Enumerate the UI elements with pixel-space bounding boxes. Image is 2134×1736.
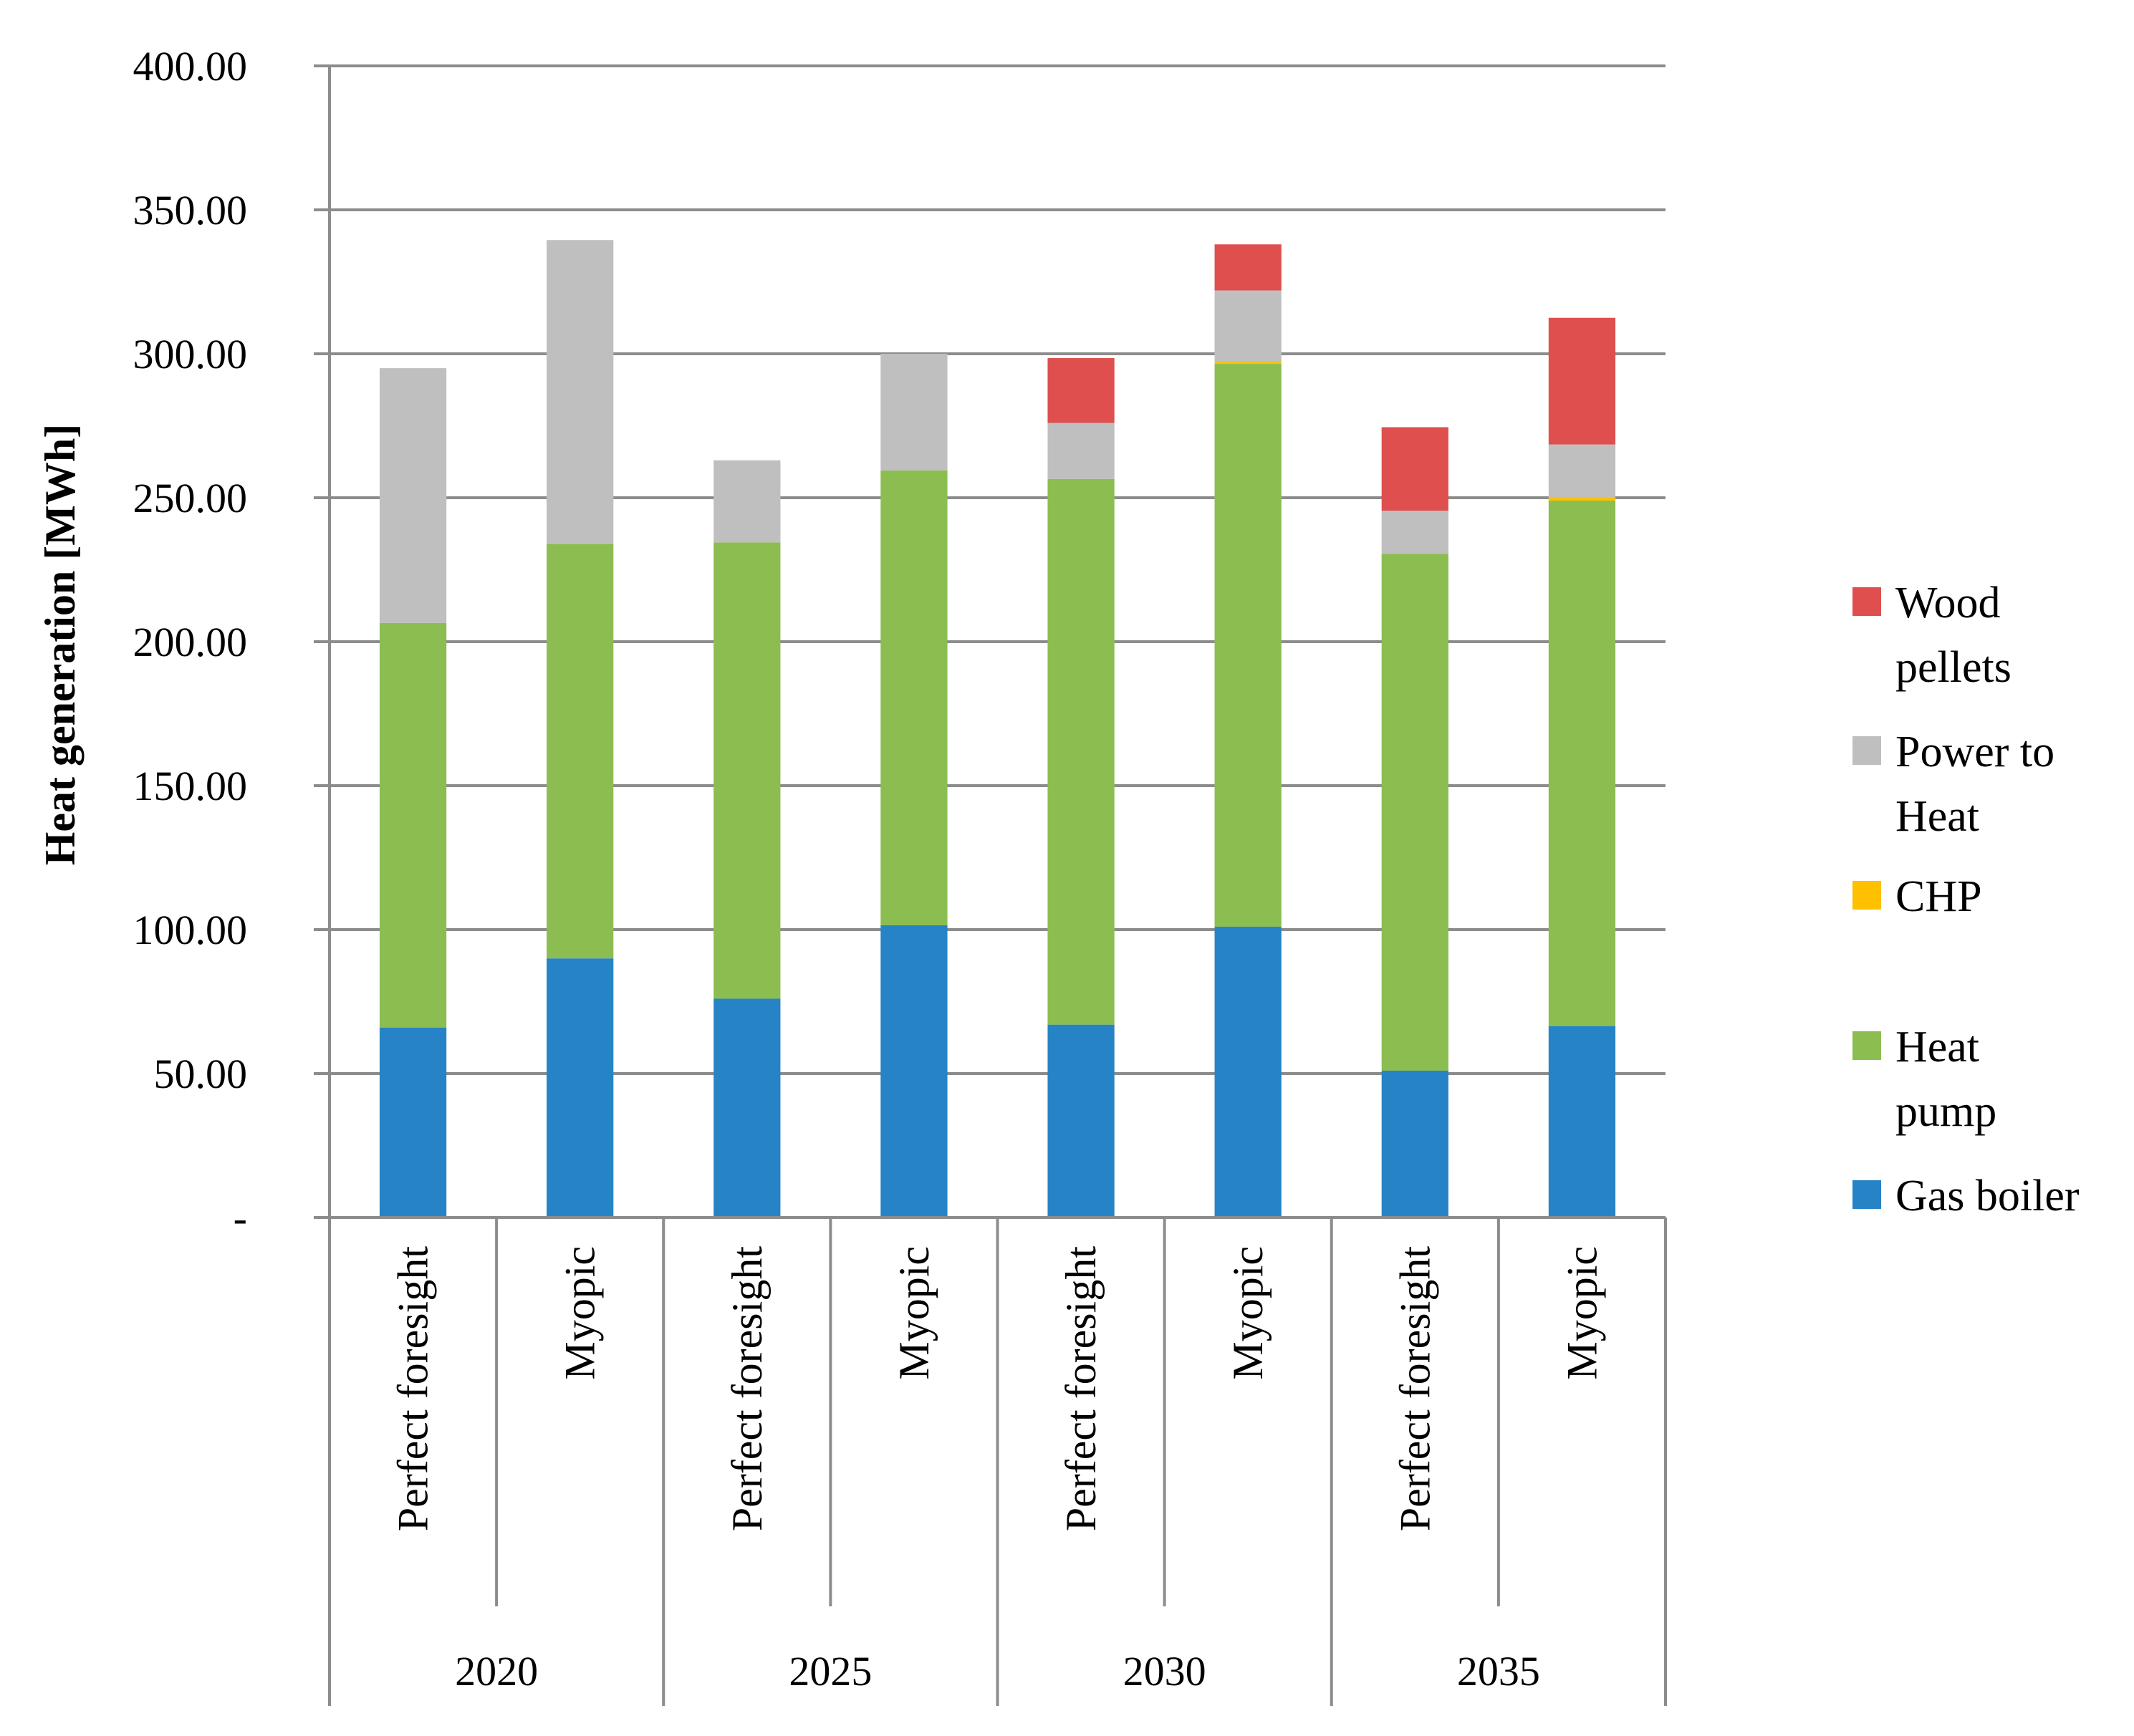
bar-segment-chp <box>1548 498 1616 501</box>
y-tick-label: 50.00 <box>154 1051 248 1097</box>
x-category-label: Perfect foresight <box>1391 1246 1438 1532</box>
x-group-label: 2025 <box>789 1648 872 1694</box>
bar-segment-wood-pellets <box>1047 358 1115 423</box>
bar-segment-power-to-heat <box>1047 423 1115 479</box>
x-category-label: Myopic <box>1224 1246 1272 1380</box>
bar-segment-power-to-heat <box>547 240 614 544</box>
bar-segment-wood-pellets <box>1548 317 1616 445</box>
bar-segment-power-to-heat <box>1214 290 1282 362</box>
bar-segment-gas-boiler <box>1047 1024 1115 1217</box>
bar-segment-gas-boiler <box>379 1027 447 1217</box>
legend-label: Gas boiler <box>1895 1172 2080 1220</box>
y-tick-label: 200.00 <box>133 619 248 665</box>
y-axis-title: Heat generation [MWh] <box>37 424 84 866</box>
y-tick-label: 150.00 <box>133 763 248 809</box>
legend-label: Power to <box>1895 728 2054 776</box>
legend-swatch <box>1852 587 1881 616</box>
x-category-label: Perfect foresight <box>1057 1246 1105 1532</box>
bar-segment-heat-pump <box>713 542 781 999</box>
bar-segment-gas-boiler <box>1548 1026 1616 1217</box>
x-category-label: Perfect foresight <box>390 1246 437 1532</box>
bar-segment-heat-pump <box>1214 364 1282 927</box>
bar-segment-heat-pump <box>547 544 614 959</box>
legend-label: Heat <box>1895 1023 1979 1071</box>
bar-segment-power-to-heat <box>1381 511 1448 554</box>
bar-segment-wood-pellets <box>1214 244 1282 291</box>
x-category-labels: Perfect foresight Myopic Perfect foresight… <box>390 1246 1606 1694</box>
bar-segment-power-to-heat <box>1548 444 1616 498</box>
bar-segment-gas-boiler <box>1381 1070 1448 1217</box>
legend-label: Heat <box>1895 792 1979 841</box>
bar-segment-heat-pump <box>1381 554 1448 1071</box>
gridlines <box>314 64 1666 1219</box>
bar-segment-gas-boiler <box>1214 926 1282 1217</box>
x-category-label: Myopic <box>557 1246 604 1380</box>
legend-swatch <box>1852 1031 1881 1060</box>
bar-segment-power-to-heat <box>880 354 948 471</box>
y-tick-label: 400.00 <box>133 43 248 90</box>
bar-segment-heat-pump <box>379 622 447 1028</box>
x-category-label: Perfect foresight <box>724 1246 771 1532</box>
y-tick-label: 300.00 <box>133 331 248 377</box>
axes <box>314 66 1667 1706</box>
bar-segment-gas-boiler <box>713 998 781 1217</box>
x-group-label: 2020 <box>455 1648 538 1694</box>
bar-segment-heat-pump <box>1548 501 1616 1026</box>
y-tick-label: 100.00 <box>133 907 248 953</box>
y-tick-label: 350.00 <box>133 187 248 233</box>
bar-segment-gas-boiler <box>880 925 948 1217</box>
legend-label: CHP <box>1895 872 1982 921</box>
legend-label: pump <box>1895 1087 1996 1136</box>
bar-segment-heat-pump <box>880 470 948 925</box>
bar-segment-power-to-heat <box>379 368 447 623</box>
bar-segment-chp <box>1214 361 1282 365</box>
y-tick-labels: - 50.00 100.00 150.00 200.00 250.00 300.00 350.… <box>133 43 248 1241</box>
bar-segment-wood-pellets <box>1381 427 1448 511</box>
bar-segment-heat-pump <box>1047 478 1115 1025</box>
y-tick-label: 250.00 <box>133 475 248 521</box>
x-group-label: 2030 <box>1123 1648 1206 1694</box>
x-category-label: Myopic <box>890 1246 938 1380</box>
legend: Wood pellets Power to Heat CHP Heat pump Gas bo… <box>1852 579 2080 1220</box>
bar-segment-power-to-heat <box>713 460 781 543</box>
legend-swatch <box>1852 1180 1881 1209</box>
legend-label: pellets <box>1895 643 2012 692</box>
bar-segment-gas-boiler <box>547 958 614 1217</box>
bars <box>379 240 1616 1217</box>
legend-label: Wood <box>1895 579 2001 627</box>
x-category-label: Myopic <box>1558 1246 1605 1380</box>
x-group-label: 2035 <box>1457 1648 1540 1694</box>
legend-swatch <box>1852 881 1881 910</box>
y-tick-label: - <box>234 1195 247 1241</box>
legend-swatch <box>1852 736 1881 765</box>
